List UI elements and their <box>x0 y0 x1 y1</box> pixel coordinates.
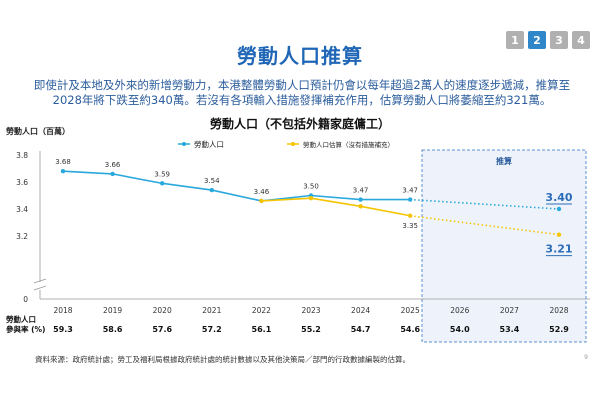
x-tick-label: 2026 <box>450 306 469 315</box>
data-label-series-1: 3.50 <box>303 183 319 191</box>
series-point-1 <box>556 206 562 212</box>
participation-rate-value: 57.2 <box>202 325 222 334</box>
participation-rate-value: 54.6 <box>400 325 420 334</box>
x-tick-label: 2022 <box>252 306 271 315</box>
data-label-series-2: 3.35 <box>402 222 418 230</box>
data-label-series-1: 3.54 <box>204 177 220 185</box>
participation-rate-value: 55.2 <box>301 325 321 334</box>
series-line-1 <box>62 170 411 202</box>
participation-rate-value: 56.1 <box>252 325 272 334</box>
series-point-2 <box>358 204 363 209</box>
page-button-2[interactable]: 2 <box>528 31 546 49</box>
legend-label-2: 勞動人口估算（沒有措施補充） <box>303 140 394 149</box>
y-tick-label: 3.6 <box>16 178 28 187</box>
data-label-series-1: 3.68 <box>55 158 71 166</box>
page-pager: 1 2 3 4 <box>506 31 590 49</box>
series-point-2 <box>308 196 314 201</box>
series-point-1 <box>160 181 165 186</box>
projection-label: 推算 <box>496 156 512 166</box>
participation-rate-value: 53.4 <box>500 325 520 334</box>
y-tick-label: 3.8 <box>16 151 28 160</box>
page-button-1[interactable]: 1 <box>506 31 524 49</box>
series-point-2 <box>259 198 264 204</box>
x-tick-label: 2023 <box>301 306 320 315</box>
source-footnote: 資料來源：政府統計處；勞工及福利局根據政府統計處的統計數據以及其他決策局／部門的… <box>35 355 410 364</box>
series-point-1 <box>209 187 214 193</box>
page-number: 9 <box>584 354 588 361</box>
x-tick-label: 2027 <box>500 306 519 315</box>
x-tick-label: 2019 <box>103 306 122 315</box>
labour-force-chart: 勞動人口（不包括外籍家庭傭工） 勞動人口（百萬） 勞動人口 勞動人口估算（沒有措施補充… <box>6 116 590 343</box>
chart-title: 勞動人口（不包括外籍家庭傭工） <box>210 116 390 131</box>
participation-rate-value: 54.7 <box>351 325 371 334</box>
series-line-2 <box>261 197 411 217</box>
x-tick-label: 2025 <box>401 306 420 315</box>
series-point-1 <box>408 197 413 202</box>
page-button-3[interactable]: 3 <box>550 31 568 49</box>
series-point-2 <box>556 232 562 237</box>
series-projection-1 <box>410 198 560 210</box>
participation-rate-value: 58.6 <box>103 325 123 334</box>
data-label-series-1: 3.40 <box>545 191 572 204</box>
summary-line-1: 即使計及本地及外來的新增勞動力，本港整體勞動人口預計仍會以每年超過2萬人的速度逐… <box>33 78 571 92</box>
x-tick-label: 2021 <box>202 306 221 315</box>
x-tick-label: 2018 <box>53 306 72 315</box>
participation-label-line-2: 參與率 (%) <box>6 324 45 334</box>
legend-marker-1 <box>182 142 186 146</box>
series-point-1 <box>110 171 115 177</box>
x-tick-label: 2020 <box>153 306 172 315</box>
y-axis-break-mark <box>33 278 47 291</box>
series-projection-2 <box>410 214 560 236</box>
data-label-series-1: 3.47 <box>353 187 369 195</box>
legend-marker-2 <box>291 142 295 146</box>
y-tick-label: 0 <box>23 295 28 304</box>
participation-rate-value: 59.3 <box>53 325 73 334</box>
data-label-series-1: 3.66 <box>105 161 121 169</box>
slide-title: 勞動人口推算 <box>237 44 363 68</box>
series-point-1 <box>60 169 66 174</box>
y-axis-label: 勞動人口（百萬） <box>6 126 70 136</box>
participation-rate-value: 52.9 <box>549 325 569 334</box>
data-label-series-2: 3.21 <box>545 243 572 256</box>
x-tick-label: 2024 <box>351 306 370 315</box>
series-point-1 <box>358 197 363 202</box>
data-label-series-1: 3.46 <box>254 188 270 196</box>
summary-line-2: 2028年將下跌至約340萬。若沒有各項輸入措施發揮補充作用，估算勞動人口將萎縮… <box>52 93 552 107</box>
series-point-2 <box>408 213 413 218</box>
page-button-4[interactable]: 4 <box>572 31 590 49</box>
data-label-series-1: 3.59 <box>154 170 170 178</box>
y-tick-label: 3.4 <box>16 205 28 214</box>
data-label-series-1: 3.47 <box>402 187 418 195</box>
legend-label-1: 勞動人口 <box>194 139 224 149</box>
x-tick-label: 2028 <box>549 306 568 315</box>
participation-label-line-1: 勞動人口 <box>6 314 36 324</box>
y-tick-label: 3.2 <box>16 232 28 241</box>
participation-rate-value: 57.6 <box>152 325 172 334</box>
participation-rate-value: 54.0 <box>450 325 470 334</box>
projection-box <box>421 149 587 343</box>
summary-text: 即使計及本地及外來的新增勞動力，本港整體勞動人口預計仍會以每年超過2萬人的速度逐… <box>8 78 596 108</box>
